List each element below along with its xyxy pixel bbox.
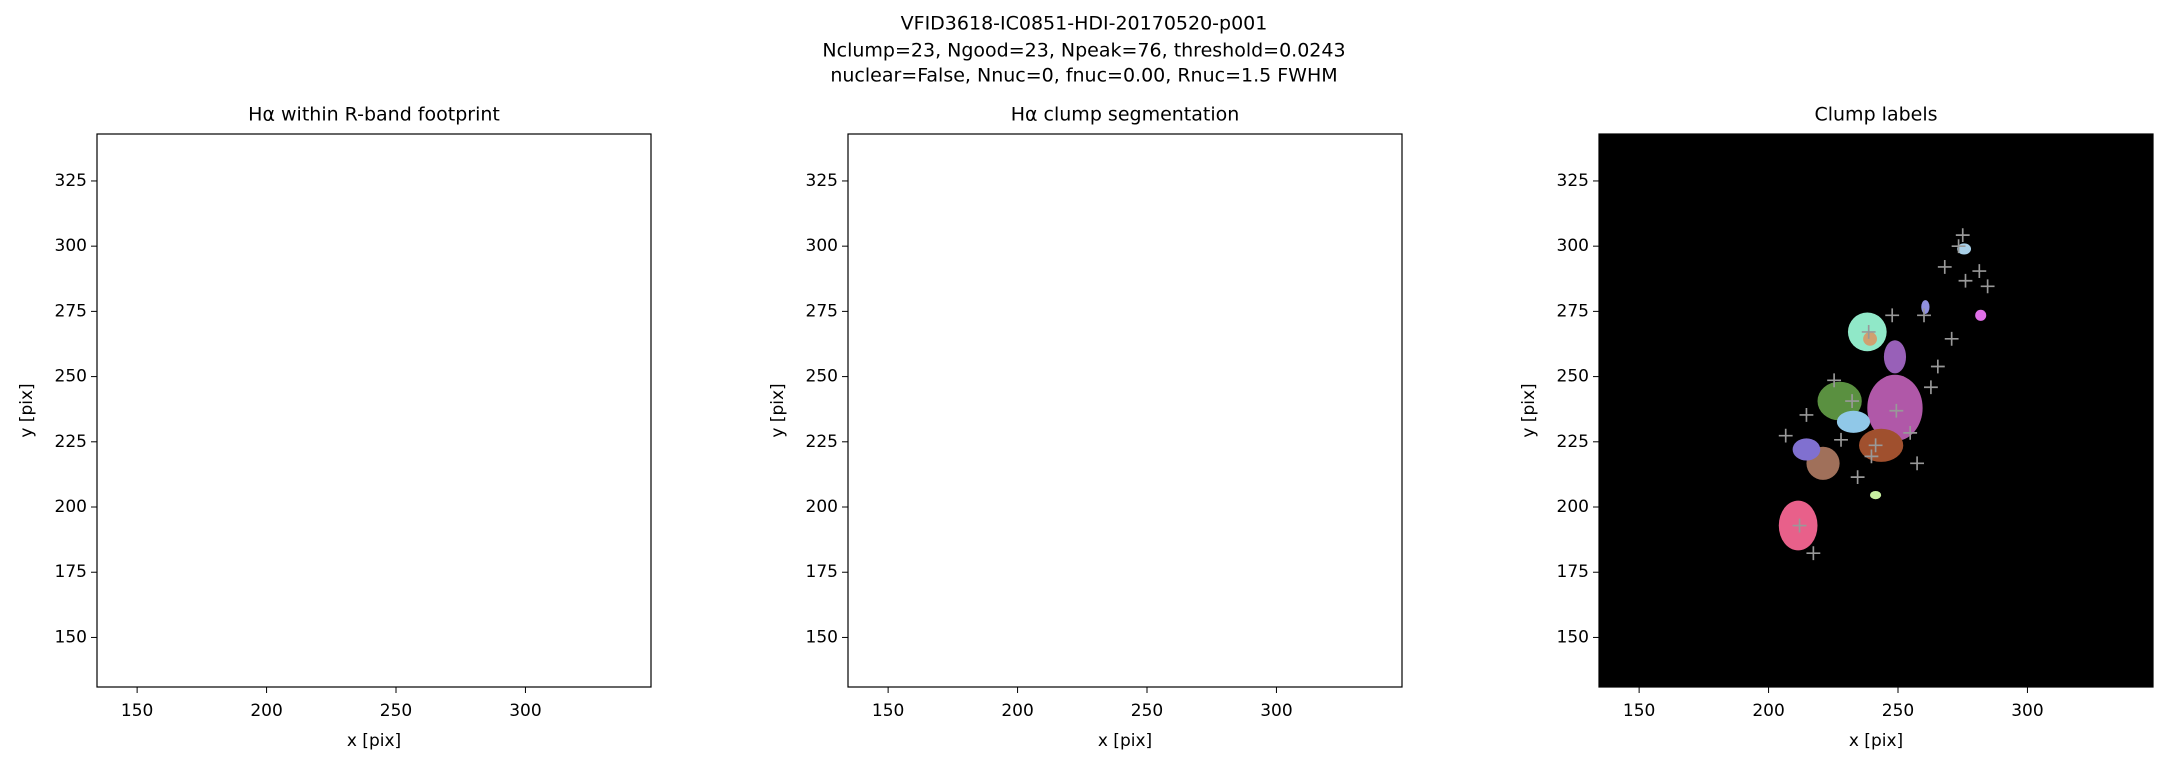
y-tick-label: 200 [806,497,838,517]
x-tick-label: 150 [872,701,904,721]
clump [1867,374,1923,442]
y-tick-label: 250 [55,367,87,387]
y-tick-label: 325 [55,171,87,191]
y-tick-label: 325 [806,171,838,191]
x-tick-label: 250 [1131,701,1163,721]
y-tick-label: 300 [806,236,838,256]
y-tick-label: 300 [1557,236,1589,256]
y-tick-label: 300 [55,236,87,256]
panel-title: Hα within R-band footprint [248,104,500,126]
clump [1863,331,1877,346]
clump [1975,309,1987,321]
x-tick-label: 200 [250,701,282,721]
x-tick-label: 150 [121,701,153,721]
x-tick-label: 200 [1001,701,1033,721]
y-tick-label: 275 [806,301,838,321]
y-tick-label: 150 [1557,627,1589,647]
clump [1883,340,1907,374]
y-tick-label: 150 [806,627,838,647]
y-tick-label: 275 [1557,301,1589,321]
x-tick-label: 250 [380,701,412,721]
axes-background [848,134,1402,687]
y-tick-label: 250 [806,367,838,387]
y-tick-label: 200 [1557,497,1589,517]
axes-frame [847,133,1403,688]
y-tick-label: 175 [55,562,87,582]
label-image [1778,228,1995,561]
y-axis-label: y [pix] [768,383,788,437]
axes-frame [96,133,652,688]
y-tick-label: 225 [806,432,838,452]
figure-subtitle: Nclump=23, Ngood=23, Npeak=76, threshold… [822,40,1345,62]
clump [1870,490,1882,500]
figure-title: VFID3618-IC0851-HDI-20170520-p001 [901,13,1268,35]
x-tick-label: 300 [2011,701,2043,721]
clump [1792,438,1821,461]
y-tick-label: 175 [1557,562,1589,582]
clump [1836,410,1871,433]
y-tick-label: 225 [55,432,87,452]
x-tick-label: 300 [1260,701,1292,721]
y-tick-label: 200 [55,497,87,517]
y-tick-label: 275 [55,301,87,321]
y-tick-label: 225 [1557,432,1589,452]
figure-subtitle: nuclear=False, Nnuc=0, fnuc=0.00, Rnuc=1… [830,65,1337,87]
y-tick-label: 150 [55,627,87,647]
x-tick-label: 250 [1882,701,1914,721]
peak-markers [1778,228,1995,561]
axes-background [97,134,651,687]
y-tick-label: 175 [806,562,838,582]
x-axis-label: x [pix] [347,731,401,751]
axes-frame [1598,133,2154,688]
y-axis-label: y [pix] [1519,383,1539,437]
x-axis-label: x [pix] [1098,731,1152,751]
x-tick-label: 150 [1623,701,1655,721]
panel-title: Clump labels [1814,104,1937,126]
panel-title: Hα clump segmentation [1011,104,1240,126]
x-tick-label: 300 [509,701,541,721]
clump [1817,381,1862,421]
y-tick-label: 325 [1557,171,1589,191]
clump [1921,300,1930,314]
y-tick-label: 250 [1557,367,1589,387]
x-tick-label: 200 [1752,701,1784,721]
x-axis-label: x [pix] [1849,731,1903,751]
y-axis-label: y [pix] [17,383,37,437]
